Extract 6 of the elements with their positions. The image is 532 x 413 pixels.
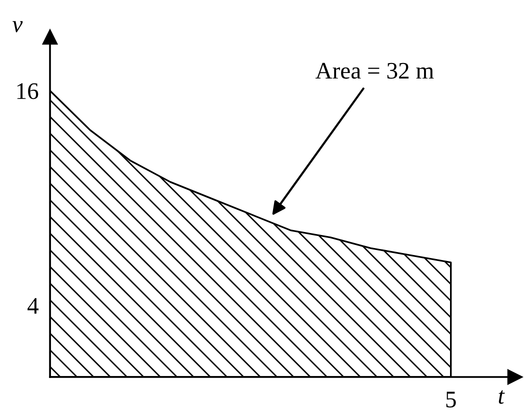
- y-tick-label: 4: [28, 298, 39, 314]
- x-axis-title: t: [498, 390, 505, 404]
- y-axis-title: v: [12, 21, 23, 32]
- y-tick-label: 16: [17, 83, 38, 100]
- annotation: Area = 32 m: [315, 62, 434, 79]
- annotation: 5: [446, 392, 456, 408]
